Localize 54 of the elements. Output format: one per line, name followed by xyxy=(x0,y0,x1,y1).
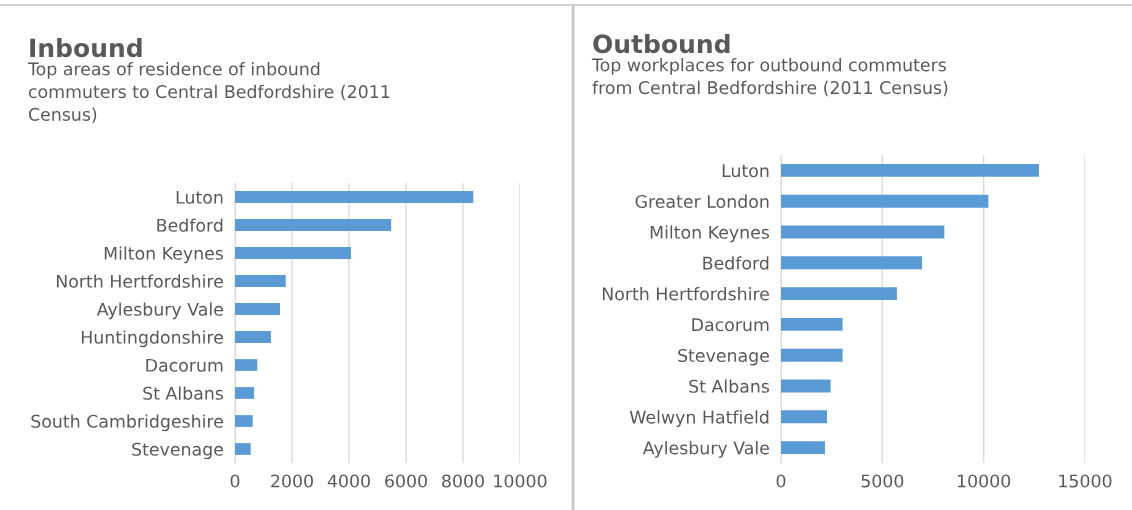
y-tick-label: Stevenage xyxy=(678,348,769,366)
bar xyxy=(235,387,255,399)
x-tick-label: 10000 xyxy=(494,474,547,488)
bar xyxy=(235,359,258,371)
y-tick-label: Dacorum xyxy=(692,318,769,332)
bar xyxy=(781,348,843,362)
y-tick-label: North Hertfordshire xyxy=(56,274,223,288)
chart-title: Inbound xyxy=(30,37,142,58)
bar xyxy=(235,247,351,259)
bar xyxy=(781,441,825,455)
bar xyxy=(781,410,828,424)
x-tick-label: 0 xyxy=(230,474,240,488)
y-tick-label: Stevenage xyxy=(132,442,223,460)
bar xyxy=(781,256,923,270)
y-tick-label: South Cambridgeshire xyxy=(31,414,223,432)
chart-title: Outbound xyxy=(593,33,730,54)
bar xyxy=(781,287,897,301)
bar xyxy=(781,225,945,239)
bar xyxy=(235,219,392,231)
bar xyxy=(235,191,474,203)
x-tick-label: 8000 xyxy=(442,474,484,488)
y-tick-label: Dacorum xyxy=(146,358,223,372)
y-tick-label: North Hertfordshire xyxy=(602,287,769,301)
y-tick-label: Milton Keynes xyxy=(650,225,770,243)
y-tick-label: Huntingdonshire xyxy=(81,330,223,348)
y-tick-label: St Albans xyxy=(143,386,224,400)
chart-subtitle: Top workplaces for outbound commuters from Central Bedfordshire (2011 Census) xyxy=(591,58,948,97)
bar xyxy=(781,317,843,331)
y-tick-label: Greater London xyxy=(635,194,769,209)
bar xyxy=(781,163,1039,177)
bar xyxy=(235,415,253,427)
y-tick-label: St Albans xyxy=(689,379,770,393)
x-tick-label: 6000 xyxy=(385,474,427,488)
x-tick-label: 4000 xyxy=(327,474,370,488)
x-tick-label: 2000 xyxy=(271,474,313,488)
x-tick-label: 0 xyxy=(776,474,786,488)
y-tick-label: Aylesbury Vale xyxy=(96,302,223,320)
y-tick-label: Welwyn Hatfield xyxy=(629,410,769,428)
bar xyxy=(235,275,286,287)
y-tick-label: Milton Keynes xyxy=(104,246,224,264)
x-tick-label: 5000 xyxy=(861,474,904,488)
y-tick-label: Luton xyxy=(722,164,769,178)
bar xyxy=(235,303,281,315)
x-tick-label: 10000 xyxy=(957,474,1011,488)
chart-subtitle: Top areas of residence of inbound commuters to Central Bedfordshire (2011 Census) xyxy=(27,62,390,123)
y-tick-label: Bedford xyxy=(157,218,223,232)
bar xyxy=(235,331,271,343)
x-tick-label: 15000 xyxy=(1059,474,1112,488)
y-tick-label: Bedford xyxy=(703,256,769,270)
bar xyxy=(781,194,989,208)
bar xyxy=(235,443,251,455)
bar xyxy=(781,379,831,393)
y-tick-label: Luton xyxy=(176,190,223,204)
y-tick-label: Aylesbury Vale xyxy=(642,441,769,458)
